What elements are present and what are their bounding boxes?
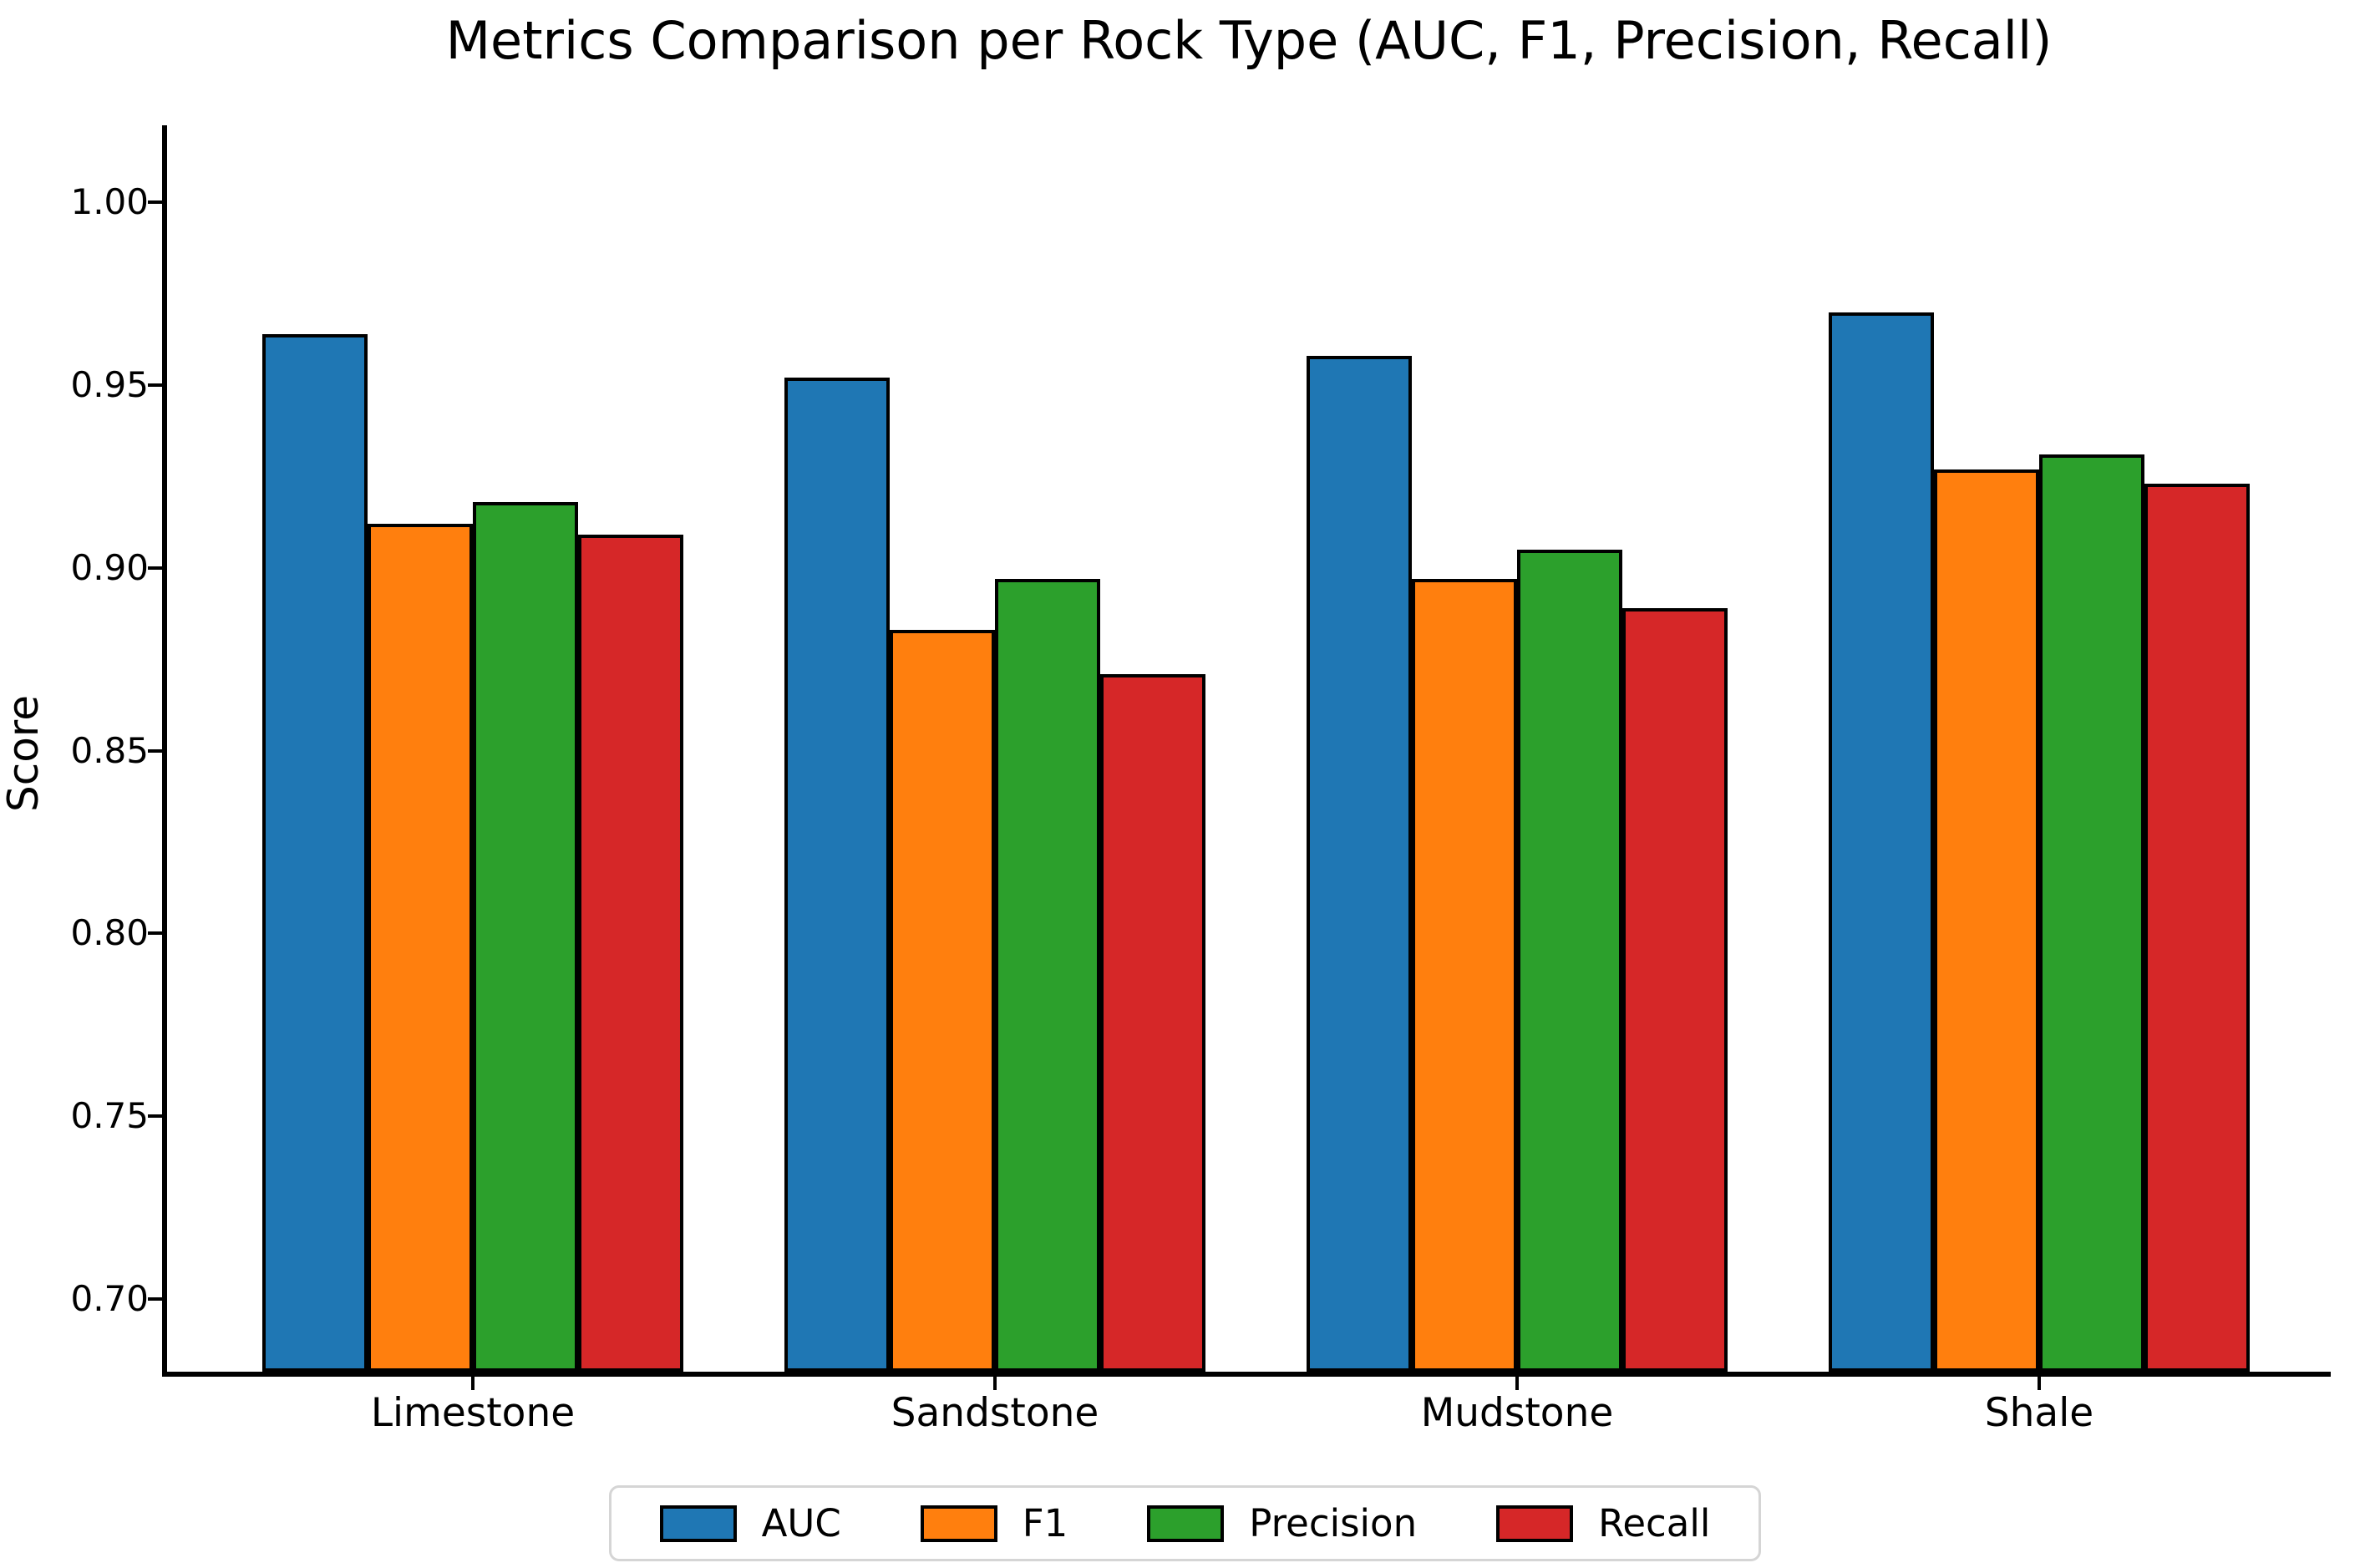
y-tick-label: 0.70 [70,1277,149,1319]
y-tick-mark [148,1114,163,1118]
bar-mudstone-auc [1307,356,1412,1372]
x-tick-label-sandstone: Sandstone [891,1390,1099,1436]
chart-title: Metrics Comparison per Rock Type (AUC, F… [445,10,2053,71]
bar-shale-recall [2144,484,2250,1372]
y-tick-label: 0.75 [70,1094,149,1136]
y-tick-mark [148,200,163,205]
x-tick-label-limestone: Limestone [370,1390,576,1436]
legend: AUC F1 Precision Recall [0,1485,2370,1561]
x-tick-label-shale: Shale [1984,1390,2094,1436]
y-tick-mark [148,1297,163,1301]
y-tick-label: 1.00 [70,181,149,223]
bar-limestone-auc [262,333,368,1372]
plot-area [167,129,2331,1372]
y-tick-label: 0.90 [70,546,149,588]
legend-label-precision: Precision [1249,1501,1418,1545]
x-tick-label-mudstone: Mudstone [1420,1390,1614,1436]
legend-item-recall: Recall [1496,1501,1710,1545]
legend-label-auc: AUC [761,1501,841,1545]
y-tick-mark [148,566,163,570]
bar-mudstone-recall [1622,607,1728,1372]
legend-swatch-precision [1147,1505,1225,1542]
bar-mudstone-f1 [1412,578,1517,1372]
bar-sandstone-f1 [890,630,995,1372]
legend-swatch-f1 [920,1505,997,1542]
legend-item-auc: AUC [659,1501,841,1545]
y-tick-mark [148,931,163,936]
bar-shale-f1 [1934,469,2039,1372]
bar-shale-precision [2039,454,2144,1372]
legend-box: AUC F1 Precision Recall [608,1485,1762,1561]
y-tick-label: 0.85 [70,729,149,771]
x-axis-spine [162,1372,2331,1377]
legend-item-precision: Precision [1147,1501,1417,1545]
legend-label-recall: Recall [1598,1501,1711,1545]
bar-limestone-recall [578,535,683,1372]
legend-label-f1: F1 [1022,1501,1068,1545]
legend-swatch-auc [659,1505,737,1542]
bar-mudstone-precision [1517,549,1622,1372]
bar-sandstone-precision [995,578,1100,1372]
bar-sandstone-recall [1100,673,1205,1372]
y-tick-label: 0.95 [70,364,149,406]
y-tick-mark [148,383,163,388]
x-tick-mark [1515,1377,1519,1390]
bar-limestone-precision [473,502,578,1372]
y-axis-spine [162,125,167,1377]
bar-limestone-f1 [368,524,473,1372]
x-tick-mark [2038,1377,2041,1390]
x-tick-mark [993,1377,997,1390]
bar-shale-auc [1829,312,1934,1372]
y-tick-mark [148,748,163,753]
bar-sandstone-auc [784,378,890,1372]
legend-swatch-recall [1496,1505,1574,1542]
y-tick-label: 0.80 [70,912,149,954]
x-tick-mark [471,1377,475,1390]
legend-item-f1: F1 [920,1501,1068,1545]
